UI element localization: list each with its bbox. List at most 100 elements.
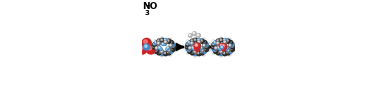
Circle shape (202, 53, 205, 56)
Circle shape (220, 54, 221, 56)
Circle shape (153, 43, 157, 47)
Circle shape (228, 41, 233, 45)
Circle shape (194, 54, 197, 57)
Circle shape (196, 47, 198, 49)
Circle shape (202, 39, 204, 40)
Circle shape (144, 44, 150, 50)
Circle shape (219, 48, 221, 50)
Circle shape (164, 40, 168, 44)
Circle shape (144, 40, 147, 44)
Circle shape (158, 42, 159, 44)
Circle shape (228, 38, 231, 41)
Circle shape (153, 40, 155, 42)
Circle shape (228, 53, 231, 56)
Circle shape (215, 47, 216, 49)
Circle shape (190, 51, 195, 55)
Circle shape (172, 48, 173, 49)
Circle shape (203, 41, 205, 43)
Circle shape (172, 45, 176, 49)
Circle shape (231, 45, 235, 49)
Circle shape (167, 47, 168, 48)
Circle shape (217, 40, 219, 41)
Circle shape (199, 48, 201, 49)
Circle shape (153, 47, 157, 51)
Circle shape (186, 47, 190, 51)
Text: NO: NO (143, 2, 158, 11)
Circle shape (174, 43, 177, 46)
Circle shape (187, 40, 188, 42)
Circle shape (142, 38, 151, 48)
Circle shape (189, 34, 190, 35)
Circle shape (169, 38, 172, 41)
Circle shape (169, 41, 173, 45)
Circle shape (224, 41, 225, 42)
Circle shape (159, 48, 162, 50)
Circle shape (214, 41, 218, 45)
Circle shape (205, 45, 207, 47)
Circle shape (217, 42, 218, 44)
Circle shape (213, 40, 214, 42)
Circle shape (220, 52, 222, 54)
Circle shape (161, 39, 162, 40)
Circle shape (186, 43, 190, 47)
Circle shape (175, 49, 176, 50)
Circle shape (188, 41, 192, 45)
Circle shape (188, 50, 190, 52)
Circle shape (153, 43, 155, 45)
Circle shape (227, 47, 228, 48)
Circle shape (214, 49, 218, 53)
Circle shape (203, 49, 207, 53)
Circle shape (212, 47, 216, 51)
Circle shape (167, 47, 169, 48)
Circle shape (159, 47, 160, 48)
Circle shape (232, 46, 233, 47)
Circle shape (166, 48, 167, 49)
Circle shape (193, 32, 195, 34)
Circle shape (161, 52, 162, 54)
Circle shape (205, 48, 207, 50)
Circle shape (218, 47, 219, 48)
Circle shape (194, 52, 198, 56)
Circle shape (201, 49, 204, 52)
Circle shape (170, 44, 171, 46)
Circle shape (170, 41, 172, 43)
Circle shape (205, 45, 209, 49)
Circle shape (185, 45, 190, 49)
Circle shape (183, 45, 186, 49)
Circle shape (161, 51, 162, 52)
Circle shape (201, 40, 202, 41)
Circle shape (216, 42, 220, 45)
Circle shape (160, 50, 164, 54)
Circle shape (228, 53, 230, 55)
Circle shape (198, 39, 199, 41)
Circle shape (174, 48, 177, 51)
Circle shape (169, 53, 170, 55)
Circle shape (221, 43, 224, 45)
Circle shape (223, 38, 227, 42)
Circle shape (197, 34, 201, 37)
Circle shape (216, 51, 221, 55)
Circle shape (191, 40, 193, 41)
Circle shape (198, 39, 199, 40)
Circle shape (208, 43, 210, 46)
Circle shape (155, 41, 158, 45)
Circle shape (158, 40, 159, 41)
Circle shape (191, 51, 193, 53)
Circle shape (155, 50, 157, 52)
Circle shape (169, 44, 173, 47)
Circle shape (224, 39, 225, 41)
Circle shape (192, 47, 195, 49)
Circle shape (194, 37, 197, 40)
Circle shape (200, 39, 204, 43)
Circle shape (171, 43, 175, 47)
Circle shape (167, 49, 171, 52)
Circle shape (208, 43, 209, 44)
Circle shape (153, 46, 154, 47)
Circle shape (189, 50, 190, 51)
Circle shape (227, 49, 228, 51)
Circle shape (234, 49, 235, 50)
Circle shape (168, 49, 169, 51)
Circle shape (214, 50, 216, 52)
Circle shape (197, 38, 201, 42)
Circle shape (165, 41, 166, 42)
